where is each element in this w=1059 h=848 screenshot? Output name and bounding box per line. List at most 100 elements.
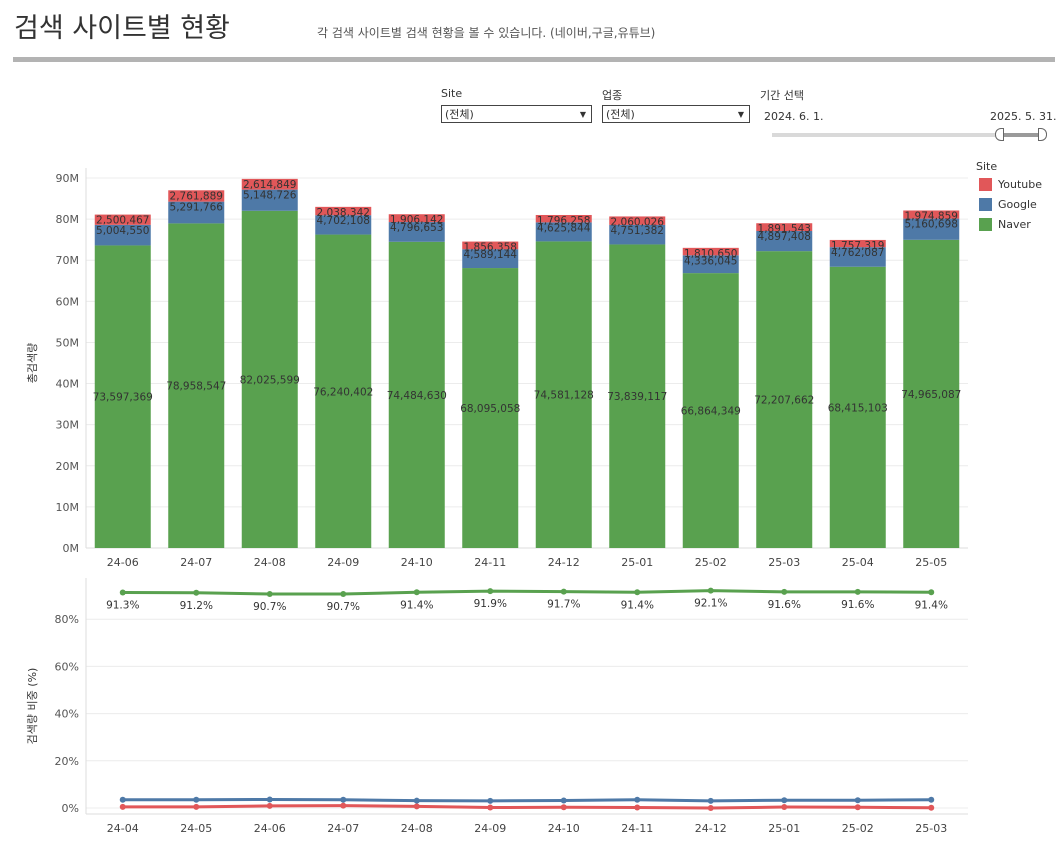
line-point-youtube	[781, 804, 788, 811]
x-tick-label: 25-03	[915, 822, 947, 835]
y-axis-title: 검색량 비중 (%)	[26, 668, 39, 745]
period-end-handle[interactable]	[1038, 128, 1047, 141]
bar-segment-google	[241, 189, 298, 211]
line-point-google	[928, 796, 935, 803]
y-axis-title: 총검색량	[26, 343, 39, 383]
line-point-youtube	[634, 804, 641, 811]
line-point-youtube	[266, 802, 273, 809]
industry-filter-select[interactable]: (전체) ▼	[602, 105, 750, 123]
bar-segment-naver	[168, 223, 225, 548]
bar-data-label: 1,810,650	[684, 248, 737, 260]
bar-segment-naver	[462, 268, 519, 548]
bar-segment-youtube	[756, 223, 813, 232]
line-point-youtube	[193, 803, 200, 810]
line-point-naver	[707, 587, 714, 594]
line-data-label: 91.2%	[180, 600, 213, 612]
x-tick-label: 24-09	[327, 556, 359, 569]
line-point-naver	[340, 590, 347, 597]
period-start-date: 2024. 6. 1.	[764, 110, 824, 123]
bar-segment-youtube	[535, 214, 592, 223]
period-slider-track[interactable]	[772, 133, 1044, 137]
bar-segment-naver	[241, 210, 298, 549]
bar-segment-google	[609, 224, 666, 245]
bar-segment-naver	[388, 241, 445, 549]
line-point-google	[266, 796, 273, 803]
bar-data-label: 1,796,258	[537, 215, 590, 227]
x-tick-label: 24-11	[621, 822, 653, 835]
period-start-handle[interactable]	[995, 128, 1004, 141]
line-data-label: 91.4%	[400, 599, 433, 611]
bar-segment-google	[315, 215, 372, 235]
line-point-youtube	[119, 803, 126, 810]
line-point-youtube	[928, 804, 935, 811]
bar-data-label: 73,839,117	[607, 391, 667, 403]
bar-segment-google	[388, 222, 445, 242]
line-point-naver	[487, 588, 494, 595]
x-tick-label: 24-04	[107, 822, 139, 835]
y-tick-label: 60M	[56, 295, 80, 308]
line-point-youtube	[340, 802, 347, 809]
y-tick-label: 40%	[55, 708, 79, 721]
bar-data-label: 5,004,550	[96, 225, 149, 237]
x-tick-label: 25-02	[695, 556, 727, 569]
bar-segment-google	[535, 222, 592, 242]
line-point-naver	[413, 589, 420, 596]
x-tick-label: 25-01	[621, 556, 653, 569]
bar-segment-naver	[315, 234, 372, 548]
bar-data-label: 76,240,402	[313, 386, 373, 398]
bar-segment-naver	[829, 266, 886, 548]
site-filter-select[interactable]: (전체) ▼	[441, 105, 592, 123]
y-tick-label: 20%	[55, 755, 79, 768]
line-point-google	[560, 797, 567, 804]
x-tick-label: 24-06	[107, 556, 139, 569]
bar-data-label: 4,625,844	[537, 222, 591, 234]
y-tick-label: 90M	[56, 172, 80, 185]
bar-segment-google	[168, 201, 225, 224]
bar-data-label: 1,974,859	[905, 210, 958, 222]
line-data-label: 90.7%	[253, 601, 286, 613]
x-tick-label: 24-08	[254, 556, 286, 569]
bar-segment-youtube	[682, 247, 739, 256]
bar-data-label: 4,589,144	[464, 249, 518, 261]
legend-swatch-youtube	[979, 178, 992, 191]
line-point-google	[634, 796, 641, 803]
line-data-label: 91.3%	[106, 600, 139, 612]
x-tick-label: 25-04	[842, 556, 874, 569]
bar-segment-youtube	[903, 210, 960, 219]
bar-data-label: 2,761,889	[170, 190, 223, 202]
x-tick-label: 24-07	[327, 822, 359, 835]
line-data-label: 90.7%	[327, 601, 360, 613]
line-point-youtube	[854, 804, 861, 811]
bar-segment-google	[903, 218, 960, 240]
line-point-google	[413, 797, 420, 804]
bar-data-label: 5,160,698	[905, 219, 958, 231]
bar-segment-naver	[682, 273, 739, 548]
line-data-label: 91.4%	[915, 599, 948, 611]
line-point-naver	[119, 589, 126, 596]
bar-data-label: 1,757,319	[831, 240, 884, 252]
bar-data-label: 74,581,128	[534, 390, 594, 402]
bar-data-label: 4,897,408	[758, 231, 811, 243]
bar-data-label: 74,965,087	[901, 389, 961, 401]
x-tick-label: 25-03	[768, 556, 800, 569]
bar-data-label: 1,906,142	[390, 214, 443, 226]
x-tick-label: 24-12	[695, 822, 727, 835]
line-point-youtube	[413, 803, 420, 810]
bar-data-label: 68,415,103	[828, 402, 888, 414]
bar-data-label: 74,484,630	[387, 390, 447, 402]
line-point-youtube	[707, 805, 714, 811]
bar-data-label: 4,751,382	[611, 225, 664, 237]
period-end-date: 2025. 5. 31.	[990, 110, 1057, 123]
y-tick-label: 80M	[56, 213, 80, 226]
bar-segment-youtube	[168, 190, 225, 202]
line-point-google	[707, 797, 714, 804]
share-line-chart: 0% 20% 40% 60% 80% 검색량 비중 (%) 91.3% 91.2% 90.7% 9…	[26, 578, 968, 835]
bar-data-label: 4,762,087	[831, 247, 884, 259]
line-data-label: 91.6%	[841, 599, 874, 611]
line-point-google	[193, 796, 200, 803]
line-point-youtube	[487, 804, 494, 811]
bar-data-label: 68,095,058	[460, 403, 520, 415]
page-subtitle: 각 검색 사이트별 검색 현황을 볼 수 있습니다. (네이버,구글,유튜브)	[317, 26, 656, 40]
bar-data-label: 4,796,653	[390, 222, 443, 234]
bar-segment-google	[756, 231, 813, 252]
